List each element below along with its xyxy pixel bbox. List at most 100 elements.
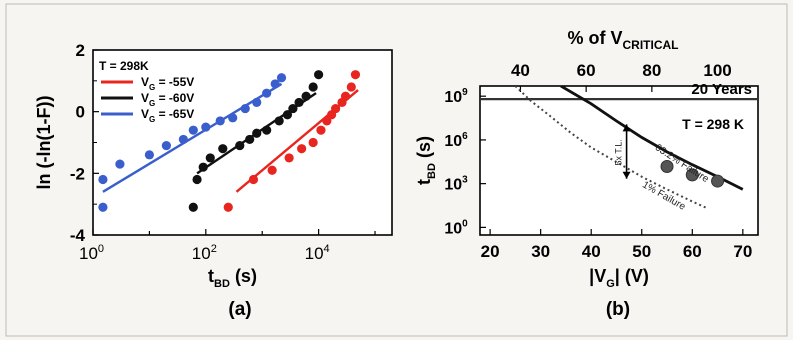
y-tick-base: 10 [444, 177, 462, 194]
data-point-series-3 [178, 134, 188, 145]
x-tick-label: 104 [305, 243, 330, 263]
data-point-series-1 [350, 70, 361, 80]
x-tick-label: 50 [632, 242, 651, 261]
data-point-series-2 [294, 97, 304, 108]
data-point-series-2 [192, 174, 202, 185]
y-tick-base: 10 [444, 89, 462, 106]
data-point-series-2 [245, 134, 255, 145]
data-point-series-3 [98, 174, 108, 185]
x-tick-label: 102 [192, 243, 217, 263]
data-point-series-1 [346, 82, 356, 92]
y-axis-label: tBD (s) [414, 136, 438, 185]
legend-entry-prefix: V [141, 75, 149, 89]
legend-entry-sub: G [149, 99, 155, 108]
arrow-head-up [622, 124, 631, 132]
y-tick-label: 106 [444, 131, 468, 150]
y-tick-label: 100 [444, 218, 468, 237]
measured-point [711, 174, 725, 188]
arrow-head-down [622, 171, 631, 179]
panel-a-plot-area [92, 49, 393, 236]
y-tick-label: -4 [70, 226, 86, 245]
data-point-series-2 [301, 91, 311, 101]
x-tick-exponent: 4 [324, 243, 330, 255]
y-tick-label: -2 [70, 164, 85, 183]
data-point-series-2 [314, 70, 324, 80]
data-point-series-1 [248, 174, 259, 185]
reference-line-label: 20 Years [691, 81, 752, 98]
y-tick-exponent: 0 [462, 218, 468, 229]
data-point-series-1 [308, 137, 318, 148]
y-axis-label-unit: (s) [414, 136, 434, 163]
data-point-series-3 [115, 159, 125, 169]
x-tick-base: 10 [305, 244, 324, 263]
fit-line-series-3 [102, 82, 283, 193]
y-tick-exponent: 3 [462, 175, 468, 186]
y-tick-base: 10 [444, 133, 462, 150]
data-point-series-3 [240, 103, 250, 114]
panel-b-plot-area [479, 85, 759, 236]
data-point-series-2 [308, 82, 318, 92]
x-axis-label: |VG| (V) [589, 266, 649, 290]
panel-label-b: (b) [606, 299, 630, 320]
top-axis-label-main: % of V [567, 28, 622, 48]
data-point-series-3 [215, 116, 225, 126]
data-point-series-3 [188, 125, 198, 135]
curve-63-percent-failure [560, 86, 744, 191]
y-tick-base: 10 [444, 220, 462, 237]
y-axis-label: ln (-ln(1-F)) [34, 96, 54, 190]
top-axis-label: % of VCRITICAL [567, 28, 678, 52]
data-point-series-2 [218, 144, 228, 154]
data-point-series-2 [252, 128, 262, 138]
measured-point [685, 168, 699, 182]
top-tick-label: 40 [511, 61, 530, 80]
x-axis-label-main: |V [589, 266, 606, 286]
data-point-series-2 [198, 162, 208, 172]
data-point-series-1 [267, 165, 277, 175]
top-tick-label: 60 [577, 61, 596, 80]
y-axis-label-sub: BD [426, 163, 438, 179]
legend-entry-sub: G [149, 83, 155, 92]
legend-entry-prefix: V [141, 91, 149, 105]
legend-entry: VG = -55V [141, 75, 194, 92]
x-tick-label: 40 [582, 242, 601, 261]
data-point-series-3 [144, 150, 155, 160]
data-point-series-3 [228, 113, 238, 123]
data-point-series-2 [188, 202, 198, 212]
legend-entry: VG = -65V [141, 107, 194, 124]
legend-entry-suffix: = -55V [155, 75, 194, 89]
data-point-series-1 [284, 153, 294, 163]
x-tick-label: 30 [531, 242, 550, 261]
x-axis-label-sub: G [606, 278, 615, 290]
y-tick-exponent: 9 [462, 87, 468, 98]
data-point-series-3 [270, 79, 280, 89]
legend-entry-sub: G [149, 115, 155, 124]
x-tick-exponent: 2 [211, 243, 217, 255]
data-point-series-3 [161, 140, 171, 151]
data-point-series-1 [340, 91, 351, 101]
data-point-series-3 [98, 202, 108, 212]
y-tick-exponent: 6 [462, 131, 468, 142]
data-point-series-1 [330, 103, 341, 114]
x-tick-base: 10 [79, 244, 98, 263]
top-tick-label: 100 [703, 61, 731, 80]
arrow-label: 5x T.L. [614, 139, 624, 165]
x-tick-label: 60 [683, 242, 702, 261]
x-axis-label-unit: (s) [230, 266, 257, 286]
data-point-series-2 [235, 140, 245, 151]
y-tick-label: 0 [76, 103, 85, 122]
legend-entry-suffix: = -65V [155, 107, 194, 121]
y-tick-label: 103 [444, 175, 468, 194]
legend-entry: VG = -60V [141, 91, 194, 108]
y-tick-label: 109 [444, 87, 468, 106]
figure-border [5, 3, 788, 337]
data-point-series-2 [262, 125, 272, 135]
x-axis-label-unit: | (V) [615, 266, 649, 286]
x-tick-label: 70 [733, 242, 752, 261]
panel-label-a: (a) [228, 299, 251, 320]
y-axis-label-main: t [414, 179, 434, 185]
data-point-series-3 [262, 88, 272, 98]
annotation-temperature: T = 298 K [682, 116, 744, 132]
